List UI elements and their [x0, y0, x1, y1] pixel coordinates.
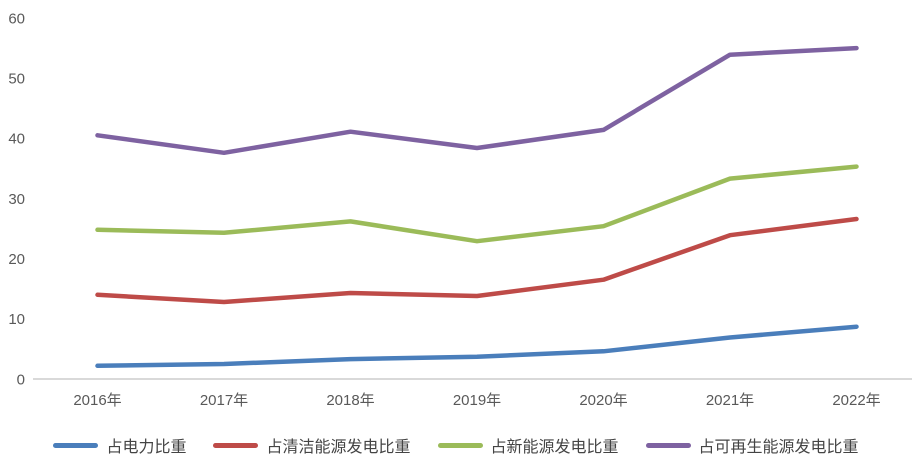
x-axis-tick-label: 2019年 — [453, 392, 501, 409]
legend-line-swatch — [213, 442, 259, 448]
y-axis-tick-label: 20 — [8, 251, 25, 268]
legend-line-swatch — [53, 442, 99, 448]
x-axis-tick-label: 2022年 — [832, 392, 880, 409]
y-axis-tick-label: 0 — [17, 371, 25, 388]
y-axis-tick-label: 30 — [8, 191, 25, 208]
legend-item-0: 占电力比重 — [53, 433, 186, 457]
legend-label: 占电力比重 — [106, 439, 187, 456]
legend-item-3: 占可再生能源发电比重 — [645, 433, 859, 457]
y-axis-tick-label: 50 — [8, 70, 25, 87]
y-axis-tick-label: 60 — [8, 10, 25, 27]
series-line-1 — [95, 216, 859, 305]
x-axis-tick-label: 2021年 — [706, 392, 754, 409]
y-axis-tick-label: 10 — [8, 311, 25, 328]
legend-line-swatch — [437, 442, 483, 448]
series-line-0 — [95, 324, 859, 369]
legend-item-1: 占清洁能源发电比重 — [213, 433, 411, 457]
legend-label: 占清洁能源发电比重 — [266, 439, 411, 456]
series-line-3 — [95, 45, 859, 156]
legend-line-swatch — [645, 442, 691, 448]
legend-item-2: 占新能源发电比重 — [437, 433, 619, 457]
y-axis-tick-label: 40 — [8, 131, 25, 148]
x-axis-tick-label: 2017年 — [200, 392, 248, 409]
series-line-2 — [95, 164, 859, 244]
x-axis-tick-label: 2020年 — [579, 392, 627, 409]
chart-legend: 占电力比重 占清洁能源发电比重 占新能源发电比重 占可再生能源发电比重 — [0, 432, 912, 458]
x-axis-tick-label: 2016年 — [73, 392, 121, 409]
legend-label: 占新能源发电比重 — [490, 439, 619, 456]
x-axis-tick-label: 2018年 — [326, 392, 374, 409]
legend-label: 占可再生能源发电比重 — [698, 439, 859, 456]
